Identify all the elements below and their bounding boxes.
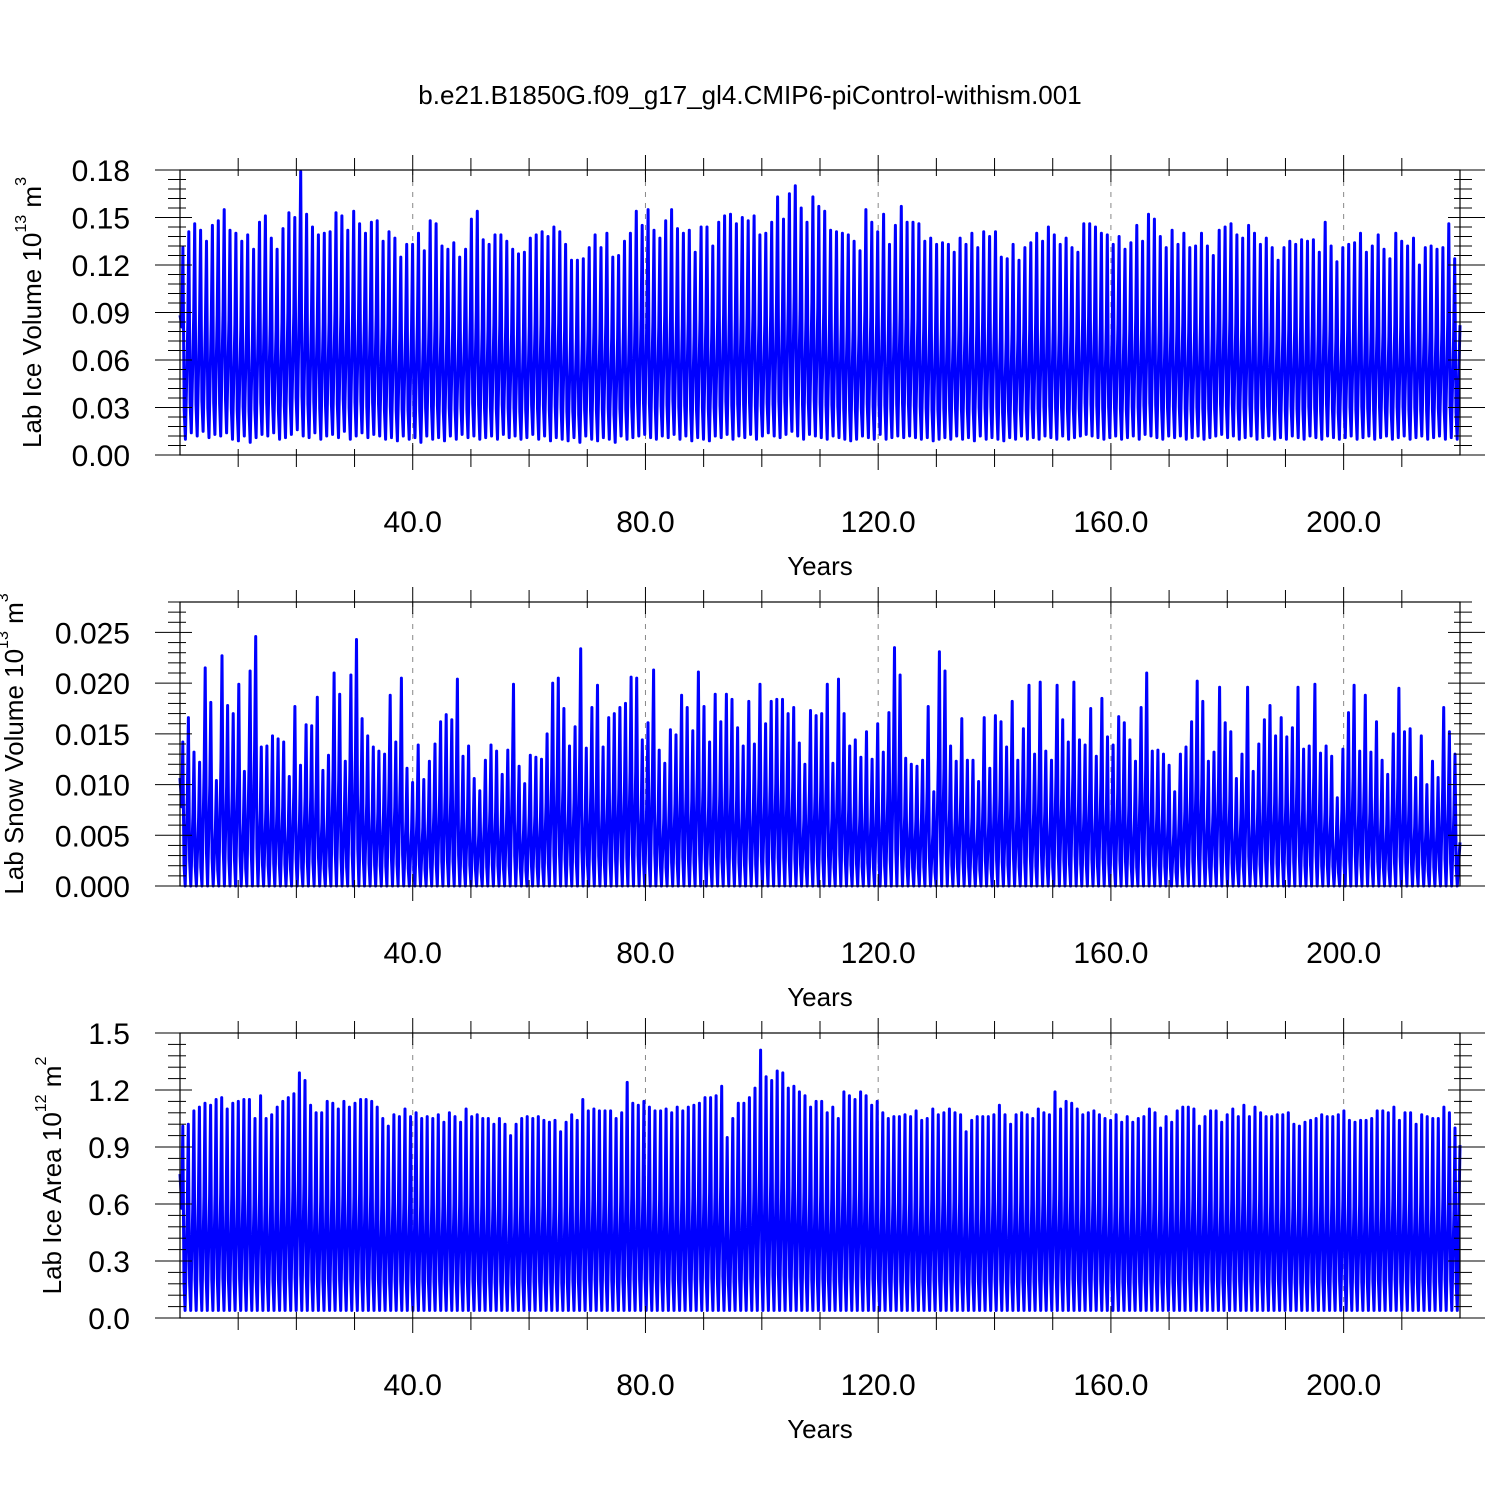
x-tick-label: 120.0 — [841, 937, 916, 970]
y-tick-label: 0.9 — [88, 1132, 130, 1165]
x-tick-label: 160.0 — [1073, 506, 1148, 539]
panel-1: 40.0 80.0 120.0 160.0 200.0 0.00 0.03 0.06 0.09 0… — [13, 155, 1485, 581]
y-axis-title-superscript: 3 — [0, 593, 12, 602]
x-axis-title: Years — [787, 982, 853, 1012]
y-tick-label: 0.025 — [55, 617, 130, 650]
y-axis-title: Lab Ice Area 1012 m2 — [33, 1057, 68, 1295]
series-line — [178, 635, 1462, 888]
y-axis-title-text: m — [17, 186, 47, 215]
x-tick-label: 160.0 — [1073, 1369, 1148, 1402]
chart-title: b.e21.B1850G.f09_g17_gl4.CMIP6-piControl… — [418, 80, 1082, 110]
y-axis-title: Lab Ice Volume 1013 m3 — [13, 177, 48, 448]
y-axis-title-text: Lab Snow Volume 10 — [0, 649, 29, 895]
y-axis-title-text: m — [0, 602, 29, 631]
y-axis-title-text: Lab Ice Volume 10 — [17, 233, 47, 448]
y-tick-label: 0.18 — [72, 155, 130, 188]
y-tick-label: 0.000 — [55, 871, 130, 904]
y-axis-title-superscript: 2 — [33, 1057, 50, 1066]
y-axis-title-superscript: 13 — [13, 215, 30, 233]
y-tick-label: 1.5 — [88, 1018, 130, 1051]
panel-3: 40.0 80.0 120.0 160.0 200.0 0.0 0.3 0.6 0.9 1.2 1.… — [33, 1018, 1485, 1444]
y-tick-label: 0.005 — [55, 820, 130, 853]
x-axis-title: Years — [787, 551, 853, 581]
y-tick-label: 0.3 — [88, 1246, 130, 1279]
x-tick-label: 80.0 — [616, 937, 674, 970]
x-tick-label: 200.0 — [1306, 1369, 1381, 1402]
y-axis-title-text: Lab Ice Area 10 — [37, 1112, 67, 1294]
series-line — [178, 170, 1462, 444]
panel-2: 40.0 80.0 120.0 160.0 200.0 0.000 0.005 0.010 0.… — [0, 587, 1485, 1012]
y-axis-title-superscript: 3 — [13, 177, 30, 186]
x-tick-label: 40.0 — [384, 937, 442, 970]
y-tick-label: 1.2 — [88, 1075, 130, 1108]
x-tick-label: 200.0 — [1306, 937, 1381, 970]
x-tick-label: 40.0 — [384, 506, 442, 539]
x-tick-label: 80.0 — [616, 1369, 674, 1402]
y-tick-label: 0.015 — [55, 719, 130, 752]
y-tick-label: 0.0 — [88, 1303, 130, 1336]
y-tick-label: 0.6 — [88, 1189, 130, 1222]
y-axis-title-superscript: 13 — [0, 631, 12, 649]
x-tick-label: 120.0 — [841, 1369, 916, 1402]
y-axis-title-superscript: 12 — [33, 1094, 50, 1112]
x-tick-label: 120.0 — [841, 506, 916, 539]
y-tick-label: 0.020 — [55, 668, 130, 701]
x-tick-label: 160.0 — [1073, 937, 1148, 970]
y-tick-label: 0.12 — [72, 250, 130, 283]
x-axis-title: Years — [787, 1414, 853, 1444]
series-line — [178, 1048, 1462, 1312]
y-tick-label: 0.06 — [72, 345, 130, 378]
y-tick-label: 0.15 — [72, 203, 130, 236]
y-tick-label: 0.00 — [72, 440, 130, 473]
y-axis-title: Lab Snow Volume 1013 m3 — [0, 593, 29, 894]
y-tick-label: 0.010 — [55, 770, 130, 803]
x-tick-label: 80.0 — [616, 506, 674, 539]
y-axis-title-text: m — [37, 1066, 67, 1095]
y-tick-label: 0.03 — [72, 393, 130, 426]
x-tick-label: 200.0 — [1306, 506, 1381, 539]
x-tick-label: 40.0 — [384, 1369, 442, 1402]
y-tick-label: 0.09 — [72, 298, 130, 331]
